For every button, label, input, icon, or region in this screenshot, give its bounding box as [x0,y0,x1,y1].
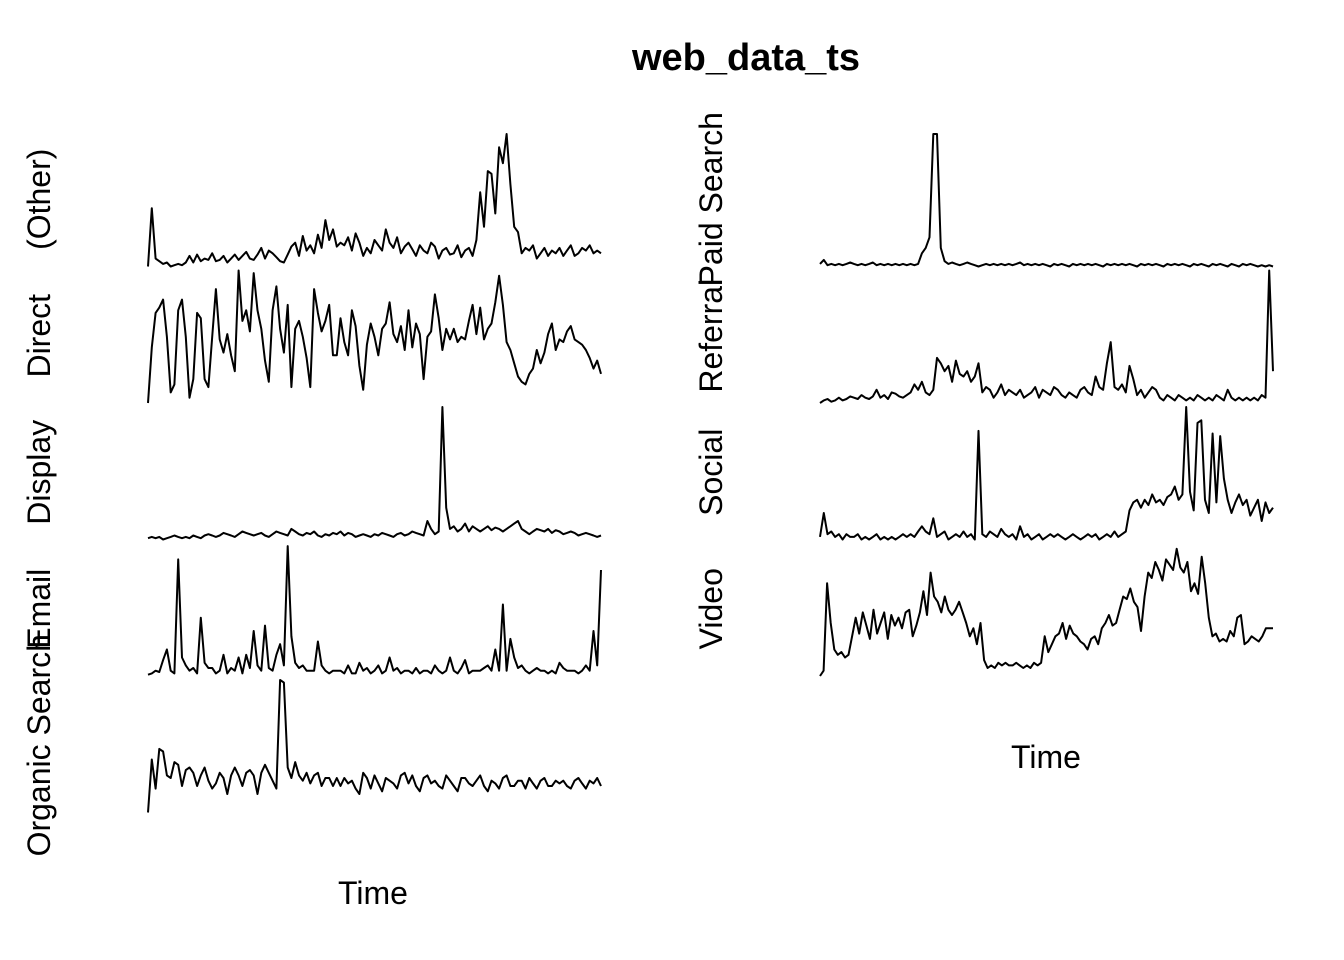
series-label-social: Social [693,429,729,516]
series-label-display: Display [21,420,57,525]
series-label-direct: Direct [21,294,57,378]
series-label-organic-search: Organic Search [21,634,57,856]
series-label-paid-search: Paid Search [693,112,729,286]
right-x-axis-label: Time [1011,739,1081,775]
series-line-paid-search [819,133,1274,268]
series-line-social [819,406,1274,541]
series-line-organic-search [147,679,602,813]
series-label-other: (Other) [21,149,57,250]
series-line-direct [147,269,602,404]
left-x-axis-label: Time [338,875,408,911]
series-label-email: Email [21,569,57,649]
series-label-referral: Referral [693,279,729,393]
series-line-other [147,133,602,268]
chart-title: web_data_ts [631,37,860,79]
series-line-referral [819,269,1274,404]
series-line-email [147,545,602,676]
series-label-video: Video [693,568,729,649]
series-line-video [819,547,1273,677]
series-line-display [147,406,602,541]
